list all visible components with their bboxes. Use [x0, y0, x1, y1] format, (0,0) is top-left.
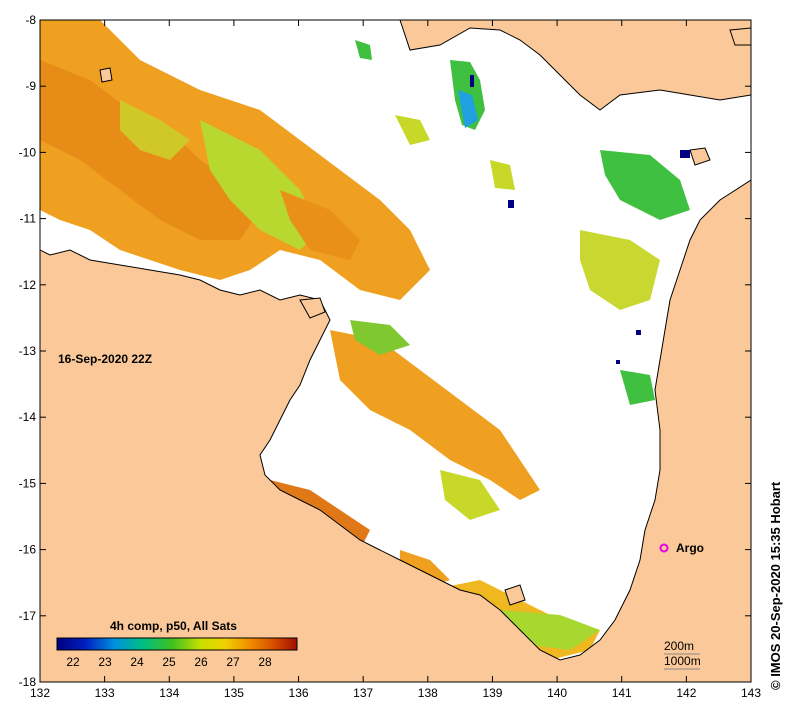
colorbar-tick-label: 24 — [130, 655, 144, 669]
papua-new-guinea — [399, 20, 751, 111]
x-tick-label: 132 — [30, 686, 50, 700]
x-tick-label: 140 — [547, 686, 567, 700]
x-axis: 132 133 134 135 136 137 138 139 140 141 142 143 — [30, 20, 761, 700]
x-tick-label: 143 — [741, 686, 761, 700]
colorbar-tick-label: 28 — [258, 655, 272, 669]
y-tick-label: -14 — [19, 410, 37, 424]
colorbar-tick-label: 25 — [162, 655, 176, 669]
colorbar-tick-label: 23 — [98, 655, 112, 669]
credit-label: © IMOS 20-Sep-2020 15:35 Hobart — [768, 481, 783, 690]
timestamp-label: 16-Sep-2020 22Z — [58, 352, 152, 366]
contour-legend: 200m 1000m — [664, 639, 701, 670]
y-tick-label: -8 — [25, 13, 36, 27]
y-tick-label: -11 — [20, 212, 37, 226]
x-tick-label: 134 — [159, 686, 179, 700]
colorbar-tick-label: 27 — [226, 655, 240, 669]
x-tick-label: 142 — [676, 686, 696, 700]
colorbar-gradient — [56, 637, 298, 651]
y-tick-label: -9 — [25, 79, 36, 93]
colorbar-title: 4h comp, p50, All Sats — [110, 619, 237, 633]
y-tick-label: -18 — [19, 675, 37, 689]
x-tick-label: 137 — [353, 686, 373, 700]
colorbar: 4h comp, p50, All Sats 22 23 24 25 26 27 28 — [56, 619, 298, 669]
y-tick-label: -13 — [19, 344, 37, 358]
x-tick-label: 141 — [612, 686, 632, 700]
argo-marker[interactable] — [659, 543, 669, 553]
australia-east — [40, 179, 751, 682]
y-tick-label: -15 — [19, 476, 37, 490]
groote-eylandt — [299, 297, 326, 319]
land — [40, 20, 751, 682]
colorbar-tick-label: 22 — [66, 655, 80, 669]
colorbar-tick-label: 26 — [194, 655, 208, 669]
cold-spots — [470, 75, 690, 364]
y-tick-label: -12 — [19, 278, 37, 292]
x-tick-label: 133 — [95, 686, 115, 700]
y-axis: -8 -9 -10 -11 -12 -13 -14 -15 -16 -17 -18 — [19, 13, 751, 689]
x-tick-label: 135 — [224, 686, 244, 700]
x-tick-label: 138 — [418, 686, 438, 700]
argo-float[interactable]: Argo — [659, 541, 705, 555]
x-tick-label: 136 — [289, 686, 309, 700]
y-tick-label: -17 — [19, 609, 37, 623]
contour-1000m-label: 1000m — [664, 654, 701, 668]
y-tick-label: -10 — [19, 145, 37, 159]
x-tick-label: 139 — [482, 686, 502, 700]
argo-label: Argo — [676, 541, 704, 555]
contour-200m-label: 200m — [664, 639, 694, 653]
y-tick-label: -16 — [19, 543, 37, 557]
